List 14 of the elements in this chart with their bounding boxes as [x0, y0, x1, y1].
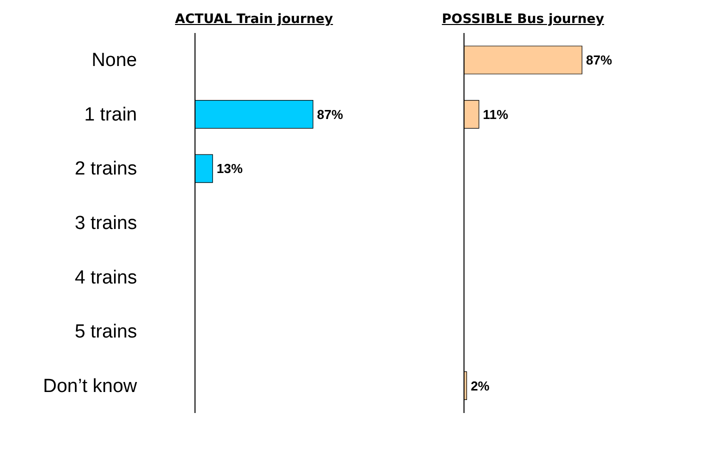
y-tick-label: None — [92, 50, 137, 72]
data-label: 87% — [586, 52, 612, 68]
y-tick-label: 3 trains — [74, 213, 137, 234]
chart-title: ACTUAL Train journey — [174, 12, 334, 27]
data-label: 13% — [216, 161, 244, 176]
y-tick-label: 4 trains — [74, 267, 137, 288]
data-label: 87% — [317, 106, 344, 122]
data-label: 11% — [482, 106, 509, 122]
y-tick-label: 1 train — [84, 104, 137, 126]
chart-title: POSSIBLE Bus journey — [440, 12, 606, 27]
y-tick-label: 5 trains — [74, 322, 137, 343]
data-label: 2% — [470, 378, 490, 394]
y-tick-label: Don’t know — [43, 376, 138, 397]
y-tick-label: 2 trains — [74, 158, 137, 180]
